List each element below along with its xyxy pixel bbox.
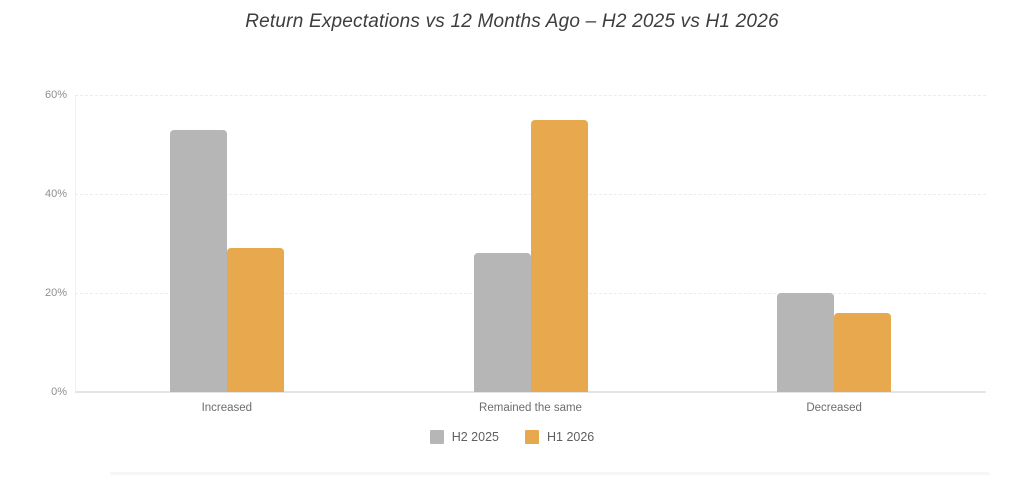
bar-h2-2025-decreased [777,293,835,392]
legend-swatch-h1-2026 [525,430,539,444]
xtick-label-remained-the-same: Remained the same [479,402,582,414]
bar-h1-2026-decreased [834,312,892,392]
legend-label-h1-2026: H1 2026 [547,430,595,444]
ytick-label-0: 0% [51,386,67,398]
ytick-label-60: 60% [44,89,67,101]
y-axis-line [75,95,76,392]
bar-h2-2025-increased [169,129,227,392]
bar-h1-2026-remained-the-same [530,119,588,392]
chart-title: Return Expectations vs 12 Months Ago – H… [245,11,779,32]
xtick-label-increased: Increased [201,402,253,414]
legend-swatch-h2-2025 [429,430,444,444]
bottom-divider [110,472,990,475]
legend-label-h2-2025: H2 2025 [451,430,499,444]
bar-h1-2026-increased [226,248,284,392]
x-axis-baseline [75,391,986,393]
legend-item-h1-2026: H1 2026 [525,430,594,444]
chart-legend: H2 2025 H1 2026 [0,430,1024,444]
xtick-label-decreased: Decreased [806,402,862,414]
gridline-60 [75,95,986,96]
bar-h2-2025-remained-the-same [473,253,531,392]
ytick-label-20: 20% [44,287,67,299]
ytick-label-40: 40% [44,188,67,200]
legend-item-h2-2025: H2 2025 [429,430,499,444]
